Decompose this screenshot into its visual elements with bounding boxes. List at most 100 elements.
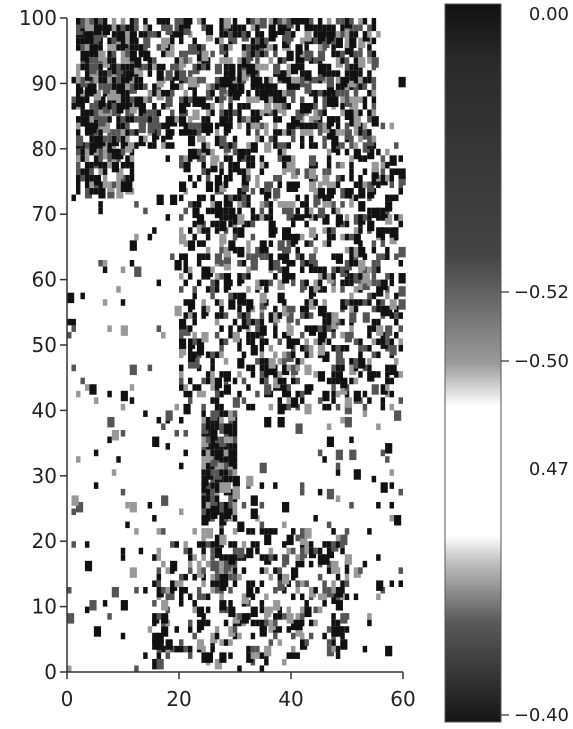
heatmap-cell — [308, 129, 314, 136]
heatmap-cell — [317, 18, 323, 25]
heatmap-cell — [223, 639, 229, 646]
heatmap-cell — [134, 129, 139, 136]
heatmap-cell — [205, 351, 211, 359]
heatmap-cell — [84, 161, 90, 169]
heatmap-cell — [273, 619, 278, 627]
heatmap-cell — [291, 619, 299, 631]
heatmap-cell — [228, 606, 236, 618]
heatmap-cell — [187, 338, 196, 349]
heatmap-cell — [111, 44, 117, 51]
heatmap-cell — [268, 76, 274, 84]
heatmap-cell — [335, 181, 341, 189]
heatmap-cell — [93, 76, 99, 84]
heatmap-cell — [107, 57, 112, 64]
heatmap-cell — [367, 345, 372, 352]
heatmap-cell — [98, 24, 103, 32]
heatmap-cell — [268, 358, 276, 369]
heatmap-cell — [394, 318, 399, 326]
heatmap-cell — [120, 18, 126, 25]
heatmap-cell — [165, 214, 171, 221]
heatmap-cell — [241, 501, 247, 509]
heatmap-cell — [264, 554, 272, 565]
heatmap-cell — [201, 436, 209, 448]
heatmap-cell — [358, 83, 363, 90]
heatmap-cell — [376, 299, 381, 306]
heatmap-cell — [120, 403, 126, 411]
heatmap-cell — [376, 318, 381, 326]
heatmap-cell — [210, 286, 215, 293]
heatmap-cell — [223, 384, 231, 395]
heatmap-cell — [205, 593, 211, 601]
heatmap-cell — [84, 142, 90, 149]
heatmap-cell — [107, 181, 115, 192]
heatmap-cell — [349, 233, 354, 241]
heatmap-cell — [259, 135, 265, 143]
heatmap-cell — [282, 613, 287, 620]
heatmap-cell — [134, 233, 139, 241]
heatmap-cell — [268, 364, 276, 376]
heatmap-cell — [389, 155, 397, 166]
heatmap-cell — [187, 593, 193, 601]
heatmap-cell — [71, 364, 76, 372]
heatmap-cell — [138, 76, 144, 84]
heatmap-cell — [353, 194, 359, 202]
heatmap-cell — [192, 44, 200, 55]
heatmap-cell — [326, 240, 332, 247]
heatmap-cell — [322, 456, 327, 463]
heatmap-cell — [205, 233, 211, 241]
heatmap-cell — [179, 233, 187, 245]
heatmap-cell — [358, 50, 363, 58]
heatmap-cell — [219, 168, 224, 175]
heatmap-cell — [340, 586, 345, 594]
heatmap-cell — [277, 70, 285, 81]
heatmap-cell — [228, 96, 233, 104]
heatmap-cell — [335, 534, 341, 542]
heatmap-cell — [304, 312, 309, 319]
heatmap-cell — [317, 207, 326, 219]
heatmap-cell — [353, 214, 361, 225]
x-tick-label: 20 — [166, 687, 191, 711]
heatmap-cell — [214, 279, 220, 287]
heatmap-cell — [179, 593, 184, 601]
heatmap-cell — [98, 50, 106, 62]
heatmap-cell — [385, 338, 390, 345]
heatmap-cell — [170, 116, 178, 127]
heatmap-cell — [98, 188, 106, 199]
heatmap-cell — [210, 482, 215, 489]
heatmap-cell — [331, 331, 336, 339]
heatmap-cell — [335, 161, 341, 169]
heatmap-cell — [89, 181, 94, 189]
heatmap-cell — [367, 116, 372, 123]
heatmap-cell — [250, 188, 256, 195]
heatmap-cell — [214, 63, 223, 75]
heatmap-cell — [89, 63, 97, 75]
heatmap-cell — [385, 174, 390, 182]
heatmap-cell — [331, 207, 336, 215]
heatmap-cell — [187, 547, 193, 555]
heatmap-cell — [192, 129, 197, 136]
heatmap-cell — [286, 89, 291, 97]
heatmap-cell — [89, 174, 94, 182]
heatmap-cell — [107, 83, 112, 90]
heatmap-cell — [349, 246, 354, 254]
heatmap-cell — [89, 116, 94, 123]
heatmap-cell — [223, 70, 229, 77]
heatmap-cell — [326, 83, 335, 94]
heatmap-cell — [147, 364, 153, 372]
heatmap-cell — [264, 534, 272, 546]
heatmap-cell — [174, 18, 179, 25]
heatmap-cell — [179, 161, 184, 169]
heatmap-cell — [259, 501, 265, 509]
heatmap-cell — [210, 573, 215, 581]
heatmap-cell — [277, 18, 283, 25]
heatmap-cell — [179, 50, 184, 58]
heatmap-cell — [219, 109, 224, 117]
heatmap-cell — [322, 632, 327, 640]
heatmap-cell — [170, 541, 175, 548]
heatmap-cell — [205, 436, 211, 444]
colorbar-tick-label: 0.00 — [529, 4, 569, 25]
heatmap-cell — [201, 44, 206, 51]
heatmap-cell — [299, 528, 308, 539]
heatmap-cell — [308, 632, 314, 640]
heatmap-cell — [187, 325, 193, 332]
